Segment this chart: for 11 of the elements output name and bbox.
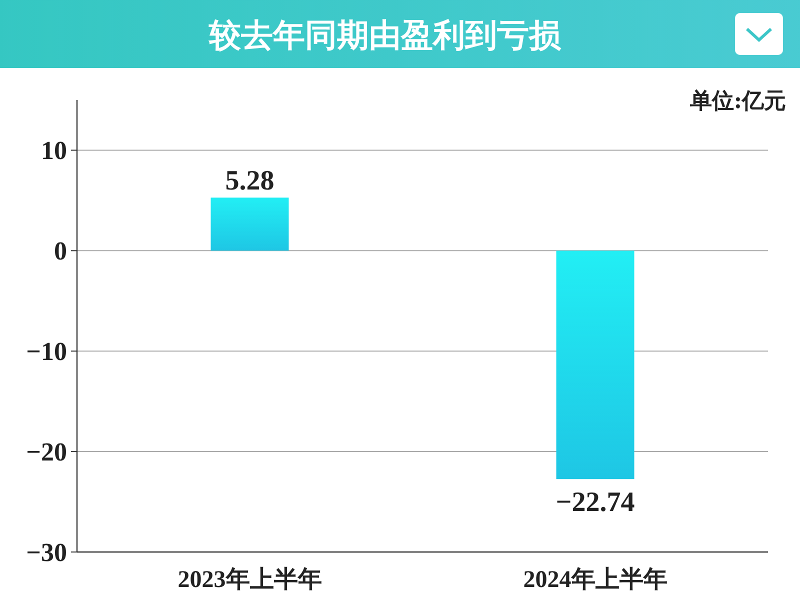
title: 较去年同期由盈利到亏损 [209, 16, 561, 54]
x-tick-label: 2023年上半年 [178, 566, 322, 593]
y-tick-label: 10 [41, 136, 67, 166]
data-label: −22.74 [556, 487, 635, 518]
annotation: 单位:亿元 [688, 88, 786, 114]
data-label: 5.28 [225, 166, 274, 197]
y-tick-label: −20 [26, 438, 67, 467]
x-tick-label: 2024年上半年 [523, 566, 668, 593]
y-tick-label: −10 [26, 337, 67, 366]
y-tick-label: 0 [54, 236, 67, 266]
y-tick-label: −30 [26, 538, 67, 567]
